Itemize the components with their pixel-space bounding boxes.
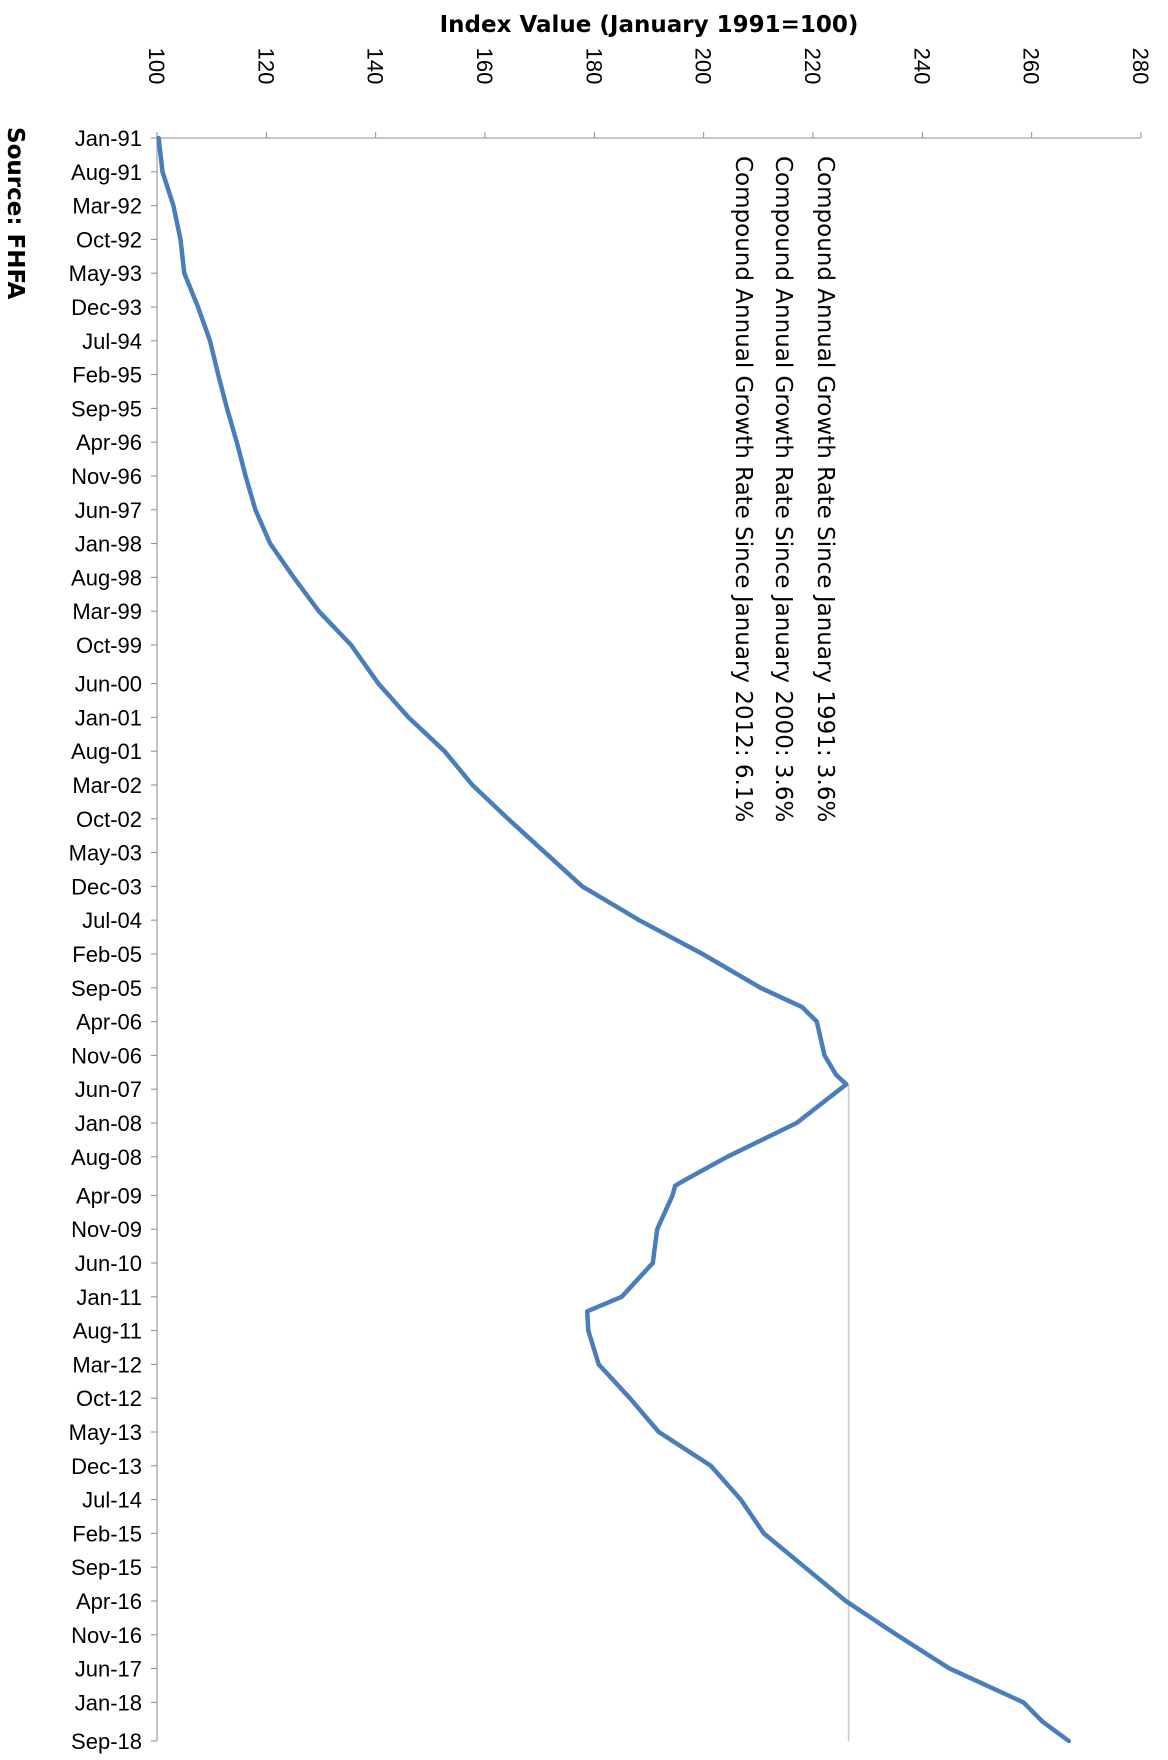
time-tick-label: Jun-10 [75,1251,142,1276]
time-tick-label: Dec-93 [71,295,142,320]
value-tick-label: 160 [472,48,497,85]
time-tick-label: Feb-15 [72,1521,142,1546]
time-tick-label: Aug-91 [71,160,142,185]
time-tick-label: Mar-02 [72,773,142,798]
time-tick-label: Nov-09 [71,1217,142,1242]
source-label: Source: FHFA [2,127,28,300]
value-tick-label: 180 [581,48,606,85]
time-tick-label: Mar-99 [72,599,142,624]
time-tick-label: May-93 [69,261,142,286]
time-tick-label: Mar-12 [72,1352,142,1377]
time-tick-label: Nov-96 [71,464,142,489]
time-tick-label: Aug-11 [73,1319,142,1344]
time-tick-label: Jan-18 [75,1690,142,1715]
value-tick-label: 120 [253,48,278,85]
cagr-annotation: Compound Annual Growth Rate Since Januar… [812,156,838,822]
time-tick-label: Jul-94 [82,329,142,354]
value-tick-label: 100 [144,48,169,85]
time-tick-label: Sep-18 [71,1729,142,1754]
value-axis-title: Index Value (January 1991=100) [440,12,859,38]
time-tick-label: Dec-13 [71,1454,142,1479]
time-tick-label: Jun-17 [75,1657,142,1682]
time-tick-label: Apr-09 [76,1183,142,1208]
time-tick-label: Oct-92 [76,227,142,252]
cagr-annotation: Compound Annual Growth Rate Since Januar… [730,156,756,822]
time-tick-label: Aug-01 [71,739,142,764]
value-tick-label: 140 [363,48,388,85]
time-tick-label: Jul-14 [82,1488,142,1513]
time-tick-label: Sep-95 [71,396,142,421]
time-tick-label: Oct-02 [76,807,142,832]
value-tick-label: 240 [909,48,934,85]
time-tick-label: Jan-98 [75,532,142,557]
time-tick-label: Aug-08 [71,1145,142,1170]
time-tick-label: Feb-05 [72,942,142,967]
time-tick-label: Apr-16 [76,1589,142,1614]
time-tick-label: May-13 [69,1420,142,1445]
time-tick-label: Jun-97 [75,498,142,523]
time-tick-label: Mar-92 [72,194,142,219]
time-tick-label: Apr-96 [76,430,142,455]
data-marks [156,135,1072,1744]
time-tick-label: Sep-15 [71,1555,142,1580]
time-tick-label: Jun-07 [75,1077,142,1102]
series-line [156,135,1072,1744]
time-tick-label: Jan-11 [76,1285,142,1310]
value-tick-label: 220 [800,48,825,85]
time-tick-label: Sep-05 [71,976,142,1001]
value-tick-label: 260 [1019,48,1044,85]
time-tick-label: Dec-03 [71,874,142,899]
time-tick-label: Oct-12 [76,1386,142,1411]
time-tick-label: Aug-98 [71,565,142,590]
value-tick-label: 280 [1128,48,1153,85]
time-tick-label: Apr-06 [76,1010,142,1035]
time-tick-label: Feb-95 [72,363,142,388]
axes: 100 120 140 160 180 200 220 240 260 280 Jan-91 Aug-… [69,48,1153,1754]
time-tick-label: Jan-08 [75,1111,142,1136]
value-tick-label: 200 [691,48,716,85]
time-tick-label: Oct-99 [76,633,142,658]
time-tick-label: Jan-91 [75,126,142,151]
time-tick-label: May-03 [69,841,142,866]
cagr-annotation: Compound Annual Growth Rate Since Januar… [770,156,796,822]
time-tick-label: Nov-06 [71,1043,142,1068]
time-tick-label: Jun-00 [75,672,142,697]
time-tick-label: Jul-04 [82,908,142,933]
time-tick-label: Nov-16 [71,1623,142,1648]
time-tick-label: Jan-01 [75,705,142,730]
annotations: Compound Annual Growth Rate Since Januar… [730,156,838,822]
